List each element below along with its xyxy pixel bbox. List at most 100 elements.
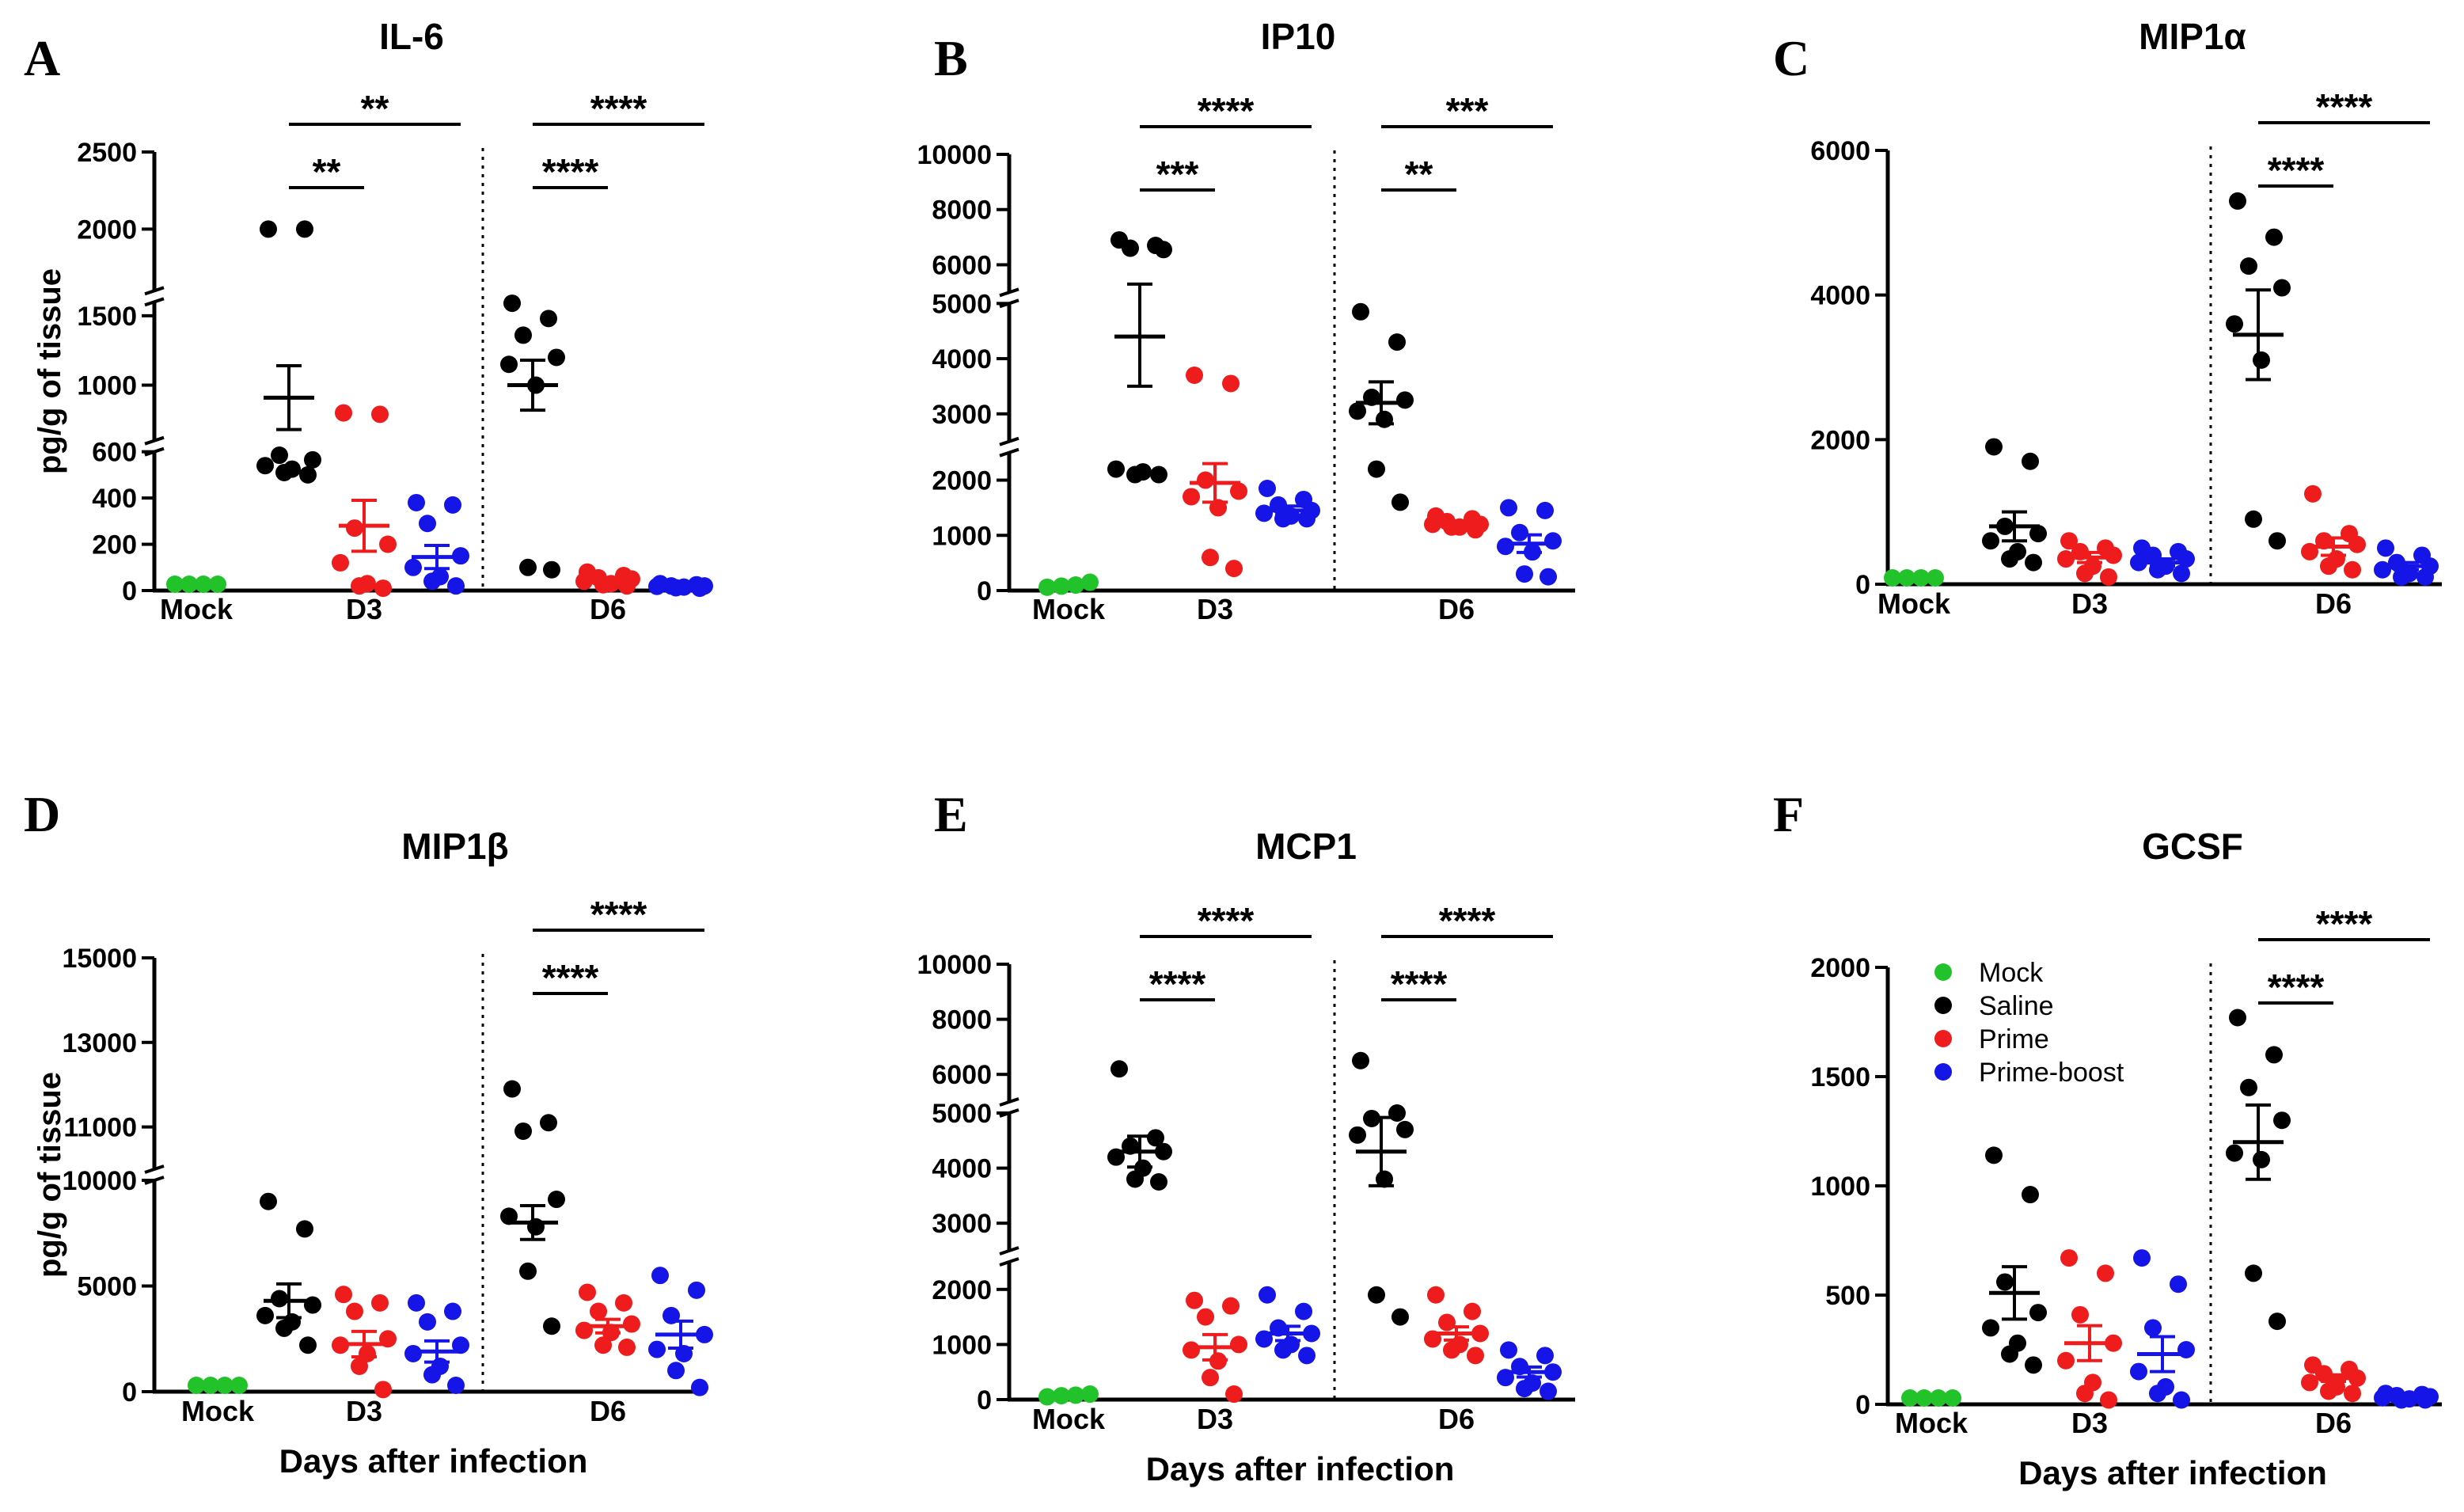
- data-point: [1259, 1286, 1276, 1304]
- data-point: [447, 577, 465, 595]
- chart-panel-c: C MIP1α 0 2000 4000 6000 Mock D3 D6 **** ****: [1773, 16, 2442, 620]
- significance-label: **: [313, 151, 341, 192]
- data-point: [1197, 1308, 1214, 1326]
- data-point: [304, 450, 321, 469]
- x-category-label: D3: [2071, 1407, 2108, 1439]
- x-category-label: D3: [346, 1395, 382, 1427]
- data-point: [2253, 1150, 2270, 1168]
- x-category-label: D3: [346, 593, 382, 625]
- data-point: [404, 558, 422, 576]
- data-point: [1396, 391, 1414, 409]
- data-point: [1230, 1335, 1247, 1354]
- x-category-label: Mock: [1895, 1407, 1969, 1439]
- data-point: [1511, 1358, 1528, 1376]
- group-d3-saline: [1107, 231, 1172, 484]
- data-point: [1274, 1341, 1292, 1359]
- data-point: [275, 1319, 293, 1337]
- data-point: [423, 572, 441, 591]
- y-tick-label: 1000: [932, 521, 992, 551]
- y-tick-label: 10000: [917, 950, 992, 980]
- data-point: [2320, 1382, 2337, 1400]
- group-d3-prime: [2057, 1249, 2122, 1409]
- data-point: [2029, 1304, 2047, 1322]
- y-tick-label: 0: [1855, 1390, 1870, 1420]
- data-point: [332, 1336, 349, 1354]
- data-point: [1388, 333, 1406, 351]
- y-tick-label: 8000: [932, 1005, 992, 1035]
- group-d6-prime: [2301, 484, 2366, 579]
- data-point: [2226, 315, 2243, 333]
- data-point: [1155, 1142, 1172, 1161]
- group-d3-prime: [1183, 366, 1247, 578]
- data-point: [519, 558, 537, 576]
- y-axis-label: pg/g of tissue: [32, 1072, 67, 1278]
- axis-break-mark: [999, 447, 1019, 458]
- data-point: [188, 1377, 205, 1394]
- significance-bracket: ****: [2258, 150, 2333, 191]
- data-point: [216, 1377, 233, 1394]
- data-point: [359, 1344, 376, 1362]
- y-tick-label: 0: [977, 1385, 992, 1415]
- group-d6-prime-boost: [648, 575, 713, 598]
- group-d3-prime: [332, 404, 397, 598]
- data-point: [1147, 1129, 1164, 1147]
- panel-letter: A: [24, 30, 60, 86]
- data-point: [2268, 1313, 2286, 1331]
- group-d3-prime: [1183, 1291, 1247, 1404]
- y-tick-label: 10000: [917, 140, 992, 170]
- data-point: [202, 1377, 219, 1394]
- data-point: [2133, 1249, 2151, 1267]
- y-tick-label: 1000: [932, 1330, 992, 1360]
- y-tick-label: 10000: [62, 1166, 137, 1196]
- x-axis-label: Days after infection: [1146, 1450, 1455, 1487]
- significance-bracket: ****: [2258, 967, 2333, 1008]
- data-point: [1516, 1380, 1533, 1398]
- data-point: [271, 446, 288, 465]
- data-point: [2022, 452, 2039, 470]
- data-point: [419, 515, 436, 533]
- significance-label: ***: [1156, 154, 1199, 195]
- data-point: [2240, 1078, 2257, 1096]
- y-tick-label: 5000: [932, 1099, 992, 1129]
- data-point: [2076, 564, 2094, 583]
- data-point: [2265, 228, 2283, 246]
- y-axis-label: pg/g of tissue: [32, 268, 67, 474]
- data-point: [419, 1313, 436, 1331]
- data-point: [2388, 553, 2405, 572]
- y-tick-label: 11000: [63, 1113, 137, 1143]
- data-point: [2348, 1369, 2366, 1387]
- significance-label: ****: [2316, 903, 2373, 944]
- data-point: [2315, 1365, 2333, 1383]
- data-point: [408, 493, 425, 511]
- data-point: [667, 1362, 685, 1380]
- group-d3-saline: [256, 220, 321, 484]
- y-axis: 0 500 1000 1500 2000: [1810, 953, 1890, 1420]
- data-point: [1349, 1126, 1366, 1144]
- data-point: [2374, 1389, 2391, 1407]
- data-point: [1376, 1170, 1393, 1188]
- legend-marker: [1934, 1030, 1952, 1047]
- data-point: [543, 560, 560, 579]
- x-category-label: D6: [2315, 587, 2352, 620]
- significance-bracket: ****: [1381, 963, 1456, 1005]
- significance-label: ****: [590, 88, 647, 129]
- data-point: [1107, 1148, 1125, 1166]
- significance-bracket: ***: [1140, 154, 1215, 195]
- data-point: [1927, 569, 1944, 587]
- data-point: [260, 220, 277, 238]
- data-point: [2273, 279, 2291, 297]
- data-point: [2301, 542, 2318, 560]
- panel-letter: F: [1773, 786, 1804, 842]
- data-point: [540, 1114, 557, 1132]
- data-point: [2268, 532, 2286, 550]
- data-point: [1363, 1109, 1380, 1127]
- data-point: [180, 576, 198, 593]
- data-point: [1067, 576, 1084, 595]
- data-point: [335, 1286, 352, 1304]
- significance-label: ****: [1198, 90, 1255, 131]
- data-point: [1424, 515, 1441, 534]
- y-tick-label: 6000: [932, 1060, 992, 1090]
- data-point: [2149, 560, 2166, 579]
